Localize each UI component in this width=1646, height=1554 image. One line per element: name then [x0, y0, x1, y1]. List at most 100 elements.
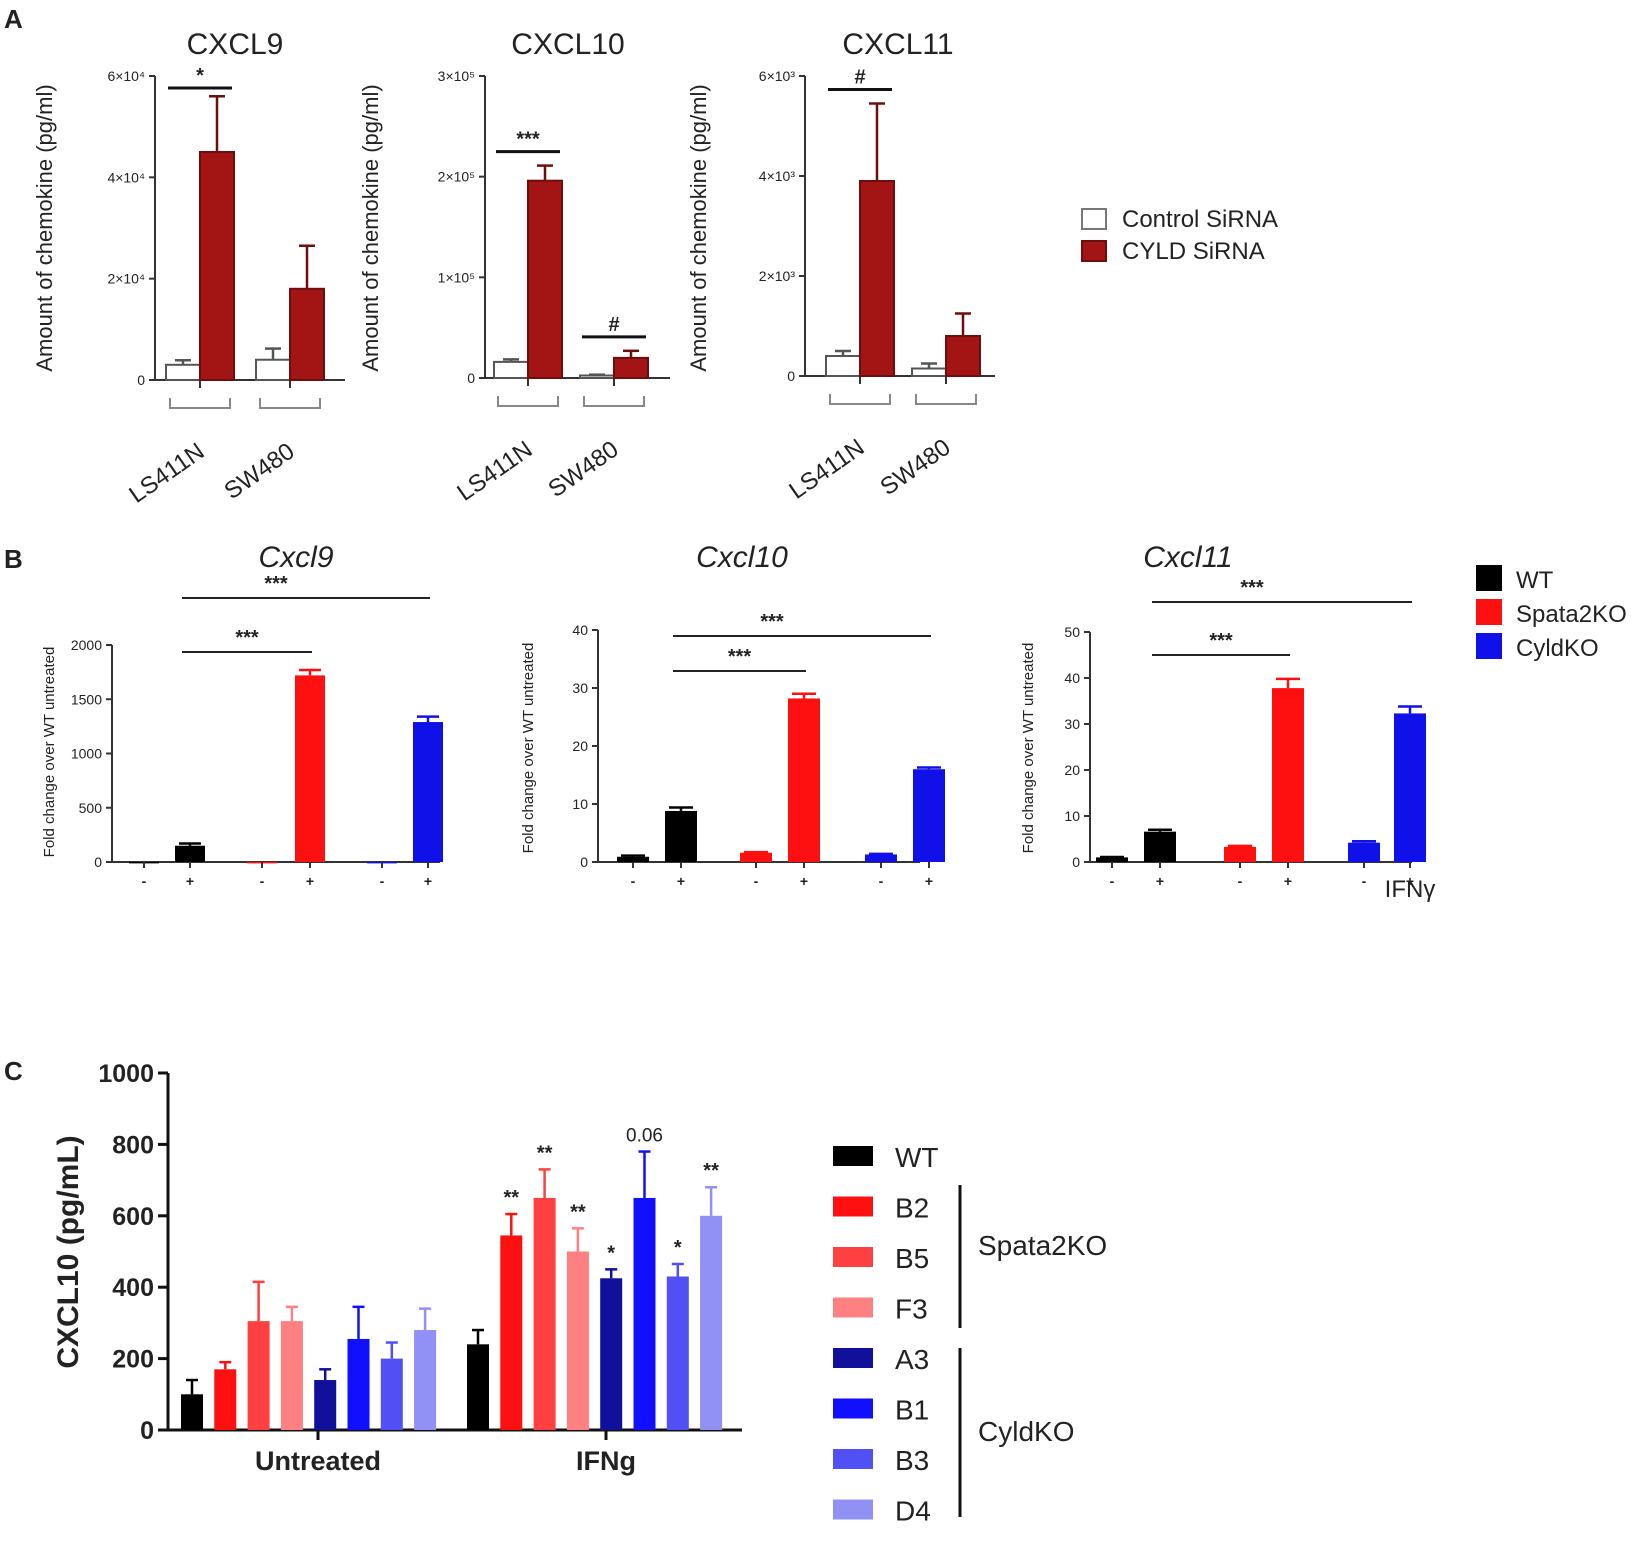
- y-tick-label: 6×10³: [759, 68, 796, 84]
- y-tick-label: 50: [1064, 624, 1080, 640]
- y-tick-label: 0: [1072, 854, 1080, 870]
- significance-label: #: [854, 67, 865, 89]
- panel-a-chart-3: CXCL11 Amount of chemokine (pg/ml) 0 2×10³ 4…: [686, 28, 995, 505]
- ifn-treatment-label: -: [754, 873, 759, 889]
- significance-label: *: [674, 1237, 682, 1259]
- panel-b-chart-1: Cxcl9 Fold change over WT untreated 0 500 10…: [41, 541, 443, 889]
- legend-swatch: [833, 1499, 873, 1520]
- legend-label: B1: [895, 1395, 929, 1426]
- ifn-treatment-label: +: [424, 873, 432, 889]
- legend-swatch: [833, 1196, 873, 1217]
- category-label: IFNg: [576, 1446, 636, 1476]
- chart-title: CXCL10: [511, 28, 624, 61]
- bar-cyld-ls411n: [199, 151, 235, 381]
- legend-label: A3: [895, 1344, 929, 1375]
- chart-title: Cxcl11: [1143, 541, 1232, 574]
- legend-swatch: [833, 1297, 873, 1318]
- bar-cyld-sw480: [289, 287, 325, 381]
- y-tick-label: 2×10⁵: [438, 169, 475, 185]
- bar-wt-ifng: [467, 1344, 489, 1430]
- panel-a-chart-2: CXCL10 Amount of chemokine (pg/ml) 0 1×10⁵ 2…: [358, 28, 670, 507]
- bar-b2-untreated: [214, 1369, 237, 1430]
- ifn-treatment-label: +: [677, 873, 685, 889]
- group-bracket: [583, 396, 645, 407]
- bar-0: [617, 856, 649, 862]
- y-axis-label: Amount of chemokine (pg/ml): [686, 84, 711, 371]
- legend-label: Control SiRNA: [1122, 206, 1278, 233]
- y-tick-label: 600: [112, 1203, 154, 1231]
- y-tick-label: 6×10⁴: [107, 68, 145, 84]
- significance-label: **: [504, 1187, 520, 1209]
- y-axis-label: Fold change over WT untreated: [1020, 643, 1037, 854]
- bar-1: [175, 845, 205, 862]
- bar-3: [788, 698, 820, 862]
- bar-b3-untreated: [380, 1358, 403, 1430]
- y-tick-label: 40: [1064, 670, 1080, 686]
- panel-letter-c: C: [4, 1056, 23, 1086]
- bar-control-ls411n: [825, 355, 861, 377]
- ifn-treatment-label: -: [879, 873, 884, 889]
- category-label: Untreated: [255, 1446, 381, 1476]
- bar-b2-ifng: [500, 1235, 523, 1430]
- y-tick-label: 200: [112, 1346, 154, 1374]
- y-tick-label: 500: [79, 800, 103, 816]
- bar-2: [740, 852, 772, 862]
- bar-control-sw480: [255, 358, 291, 382]
- ifn-treatment-label: +: [800, 873, 808, 889]
- y-axis-label: CXCL10 (pg/mL): [52, 1135, 85, 1368]
- ifn-treatment-label: -: [1238, 873, 1243, 889]
- y-tick-label: 0: [140, 1417, 154, 1445]
- ifn-treatment-label: +: [1406, 873, 1414, 889]
- legend-label: WT: [1516, 567, 1554, 594]
- y-tick-label: 1×10⁵: [438, 269, 475, 285]
- bar-4: [1348, 842, 1380, 862]
- ifn-treatment-label: +: [186, 873, 194, 889]
- category-label: SW480: [875, 434, 955, 501]
- bar-wt-untreated: [181, 1394, 203, 1430]
- y-tick-label: 0: [787, 368, 795, 384]
- bar-b1-untreated: [347, 1338, 370, 1430]
- panel-a-chart-1: CXCL9 Amount of chemokine (pg/ml) 0 2×10⁴ 4×…: [32, 28, 345, 509]
- significance-label: *: [196, 65, 204, 87]
- y-axis-label: Fold change over WT untreated: [520, 643, 537, 854]
- legend-label: B5: [895, 1243, 929, 1274]
- ifn-treatment-label: +: [1156, 873, 1164, 889]
- y-tick-label: 3×10⁵: [438, 68, 475, 84]
- bar-b5-ifng: [533, 1197, 556, 1430]
- y-tick-label: 2×10³: [759, 268, 796, 284]
- y-tick-label: 20: [1064, 762, 1080, 778]
- bar-control-ls411n: [493, 360, 529, 380]
- group-bracket: [259, 398, 321, 409]
- bar-control-sw480: [911, 367, 947, 377]
- bar-1: [665, 810, 697, 862]
- chart-title: CXCL11: [842, 28, 953, 61]
- bar-2: [1224, 846, 1256, 862]
- category-label: LS411N: [124, 438, 209, 509]
- y-tick-label: 30: [1064, 716, 1080, 732]
- legend-swatch: [1081, 208, 1107, 230]
- y-tick-label: 4×10⁴: [107, 169, 145, 185]
- legend-label: CyldKO: [1516, 635, 1599, 662]
- bar-b3-ifng: [666, 1276, 689, 1430]
- y-tick-label: 800: [112, 1131, 154, 1159]
- significance-label: ***: [516, 129, 540, 151]
- legend-swatch: [1476, 633, 1502, 659]
- ifn-treatment-label: +: [306, 873, 314, 889]
- y-tick-label: 0: [137, 372, 145, 388]
- group-label: Spata2KO: [978, 1230, 1107, 1261]
- bar-3: [295, 675, 325, 862]
- ifn-treatment-label: -: [260, 873, 265, 889]
- group-bracket: [169, 398, 231, 409]
- bar-3: [1272, 688, 1304, 862]
- y-tick-label: 20: [572, 738, 588, 754]
- ifn-treatment-label: +: [1284, 873, 1292, 889]
- category-label: LS411N: [452, 436, 537, 507]
- y-axis-label: Amount of chemokine (pg/ml): [32, 84, 57, 371]
- bar-control-sw480: [579, 374, 615, 380]
- ifn-treatment-label: -: [1110, 873, 1115, 889]
- bar-4: [865, 854, 897, 862]
- legend-label: F3: [895, 1294, 928, 1325]
- significance-label: #: [608, 314, 619, 336]
- y-tick-label: 10: [1064, 808, 1080, 824]
- y-tick-label: 40: [572, 622, 588, 638]
